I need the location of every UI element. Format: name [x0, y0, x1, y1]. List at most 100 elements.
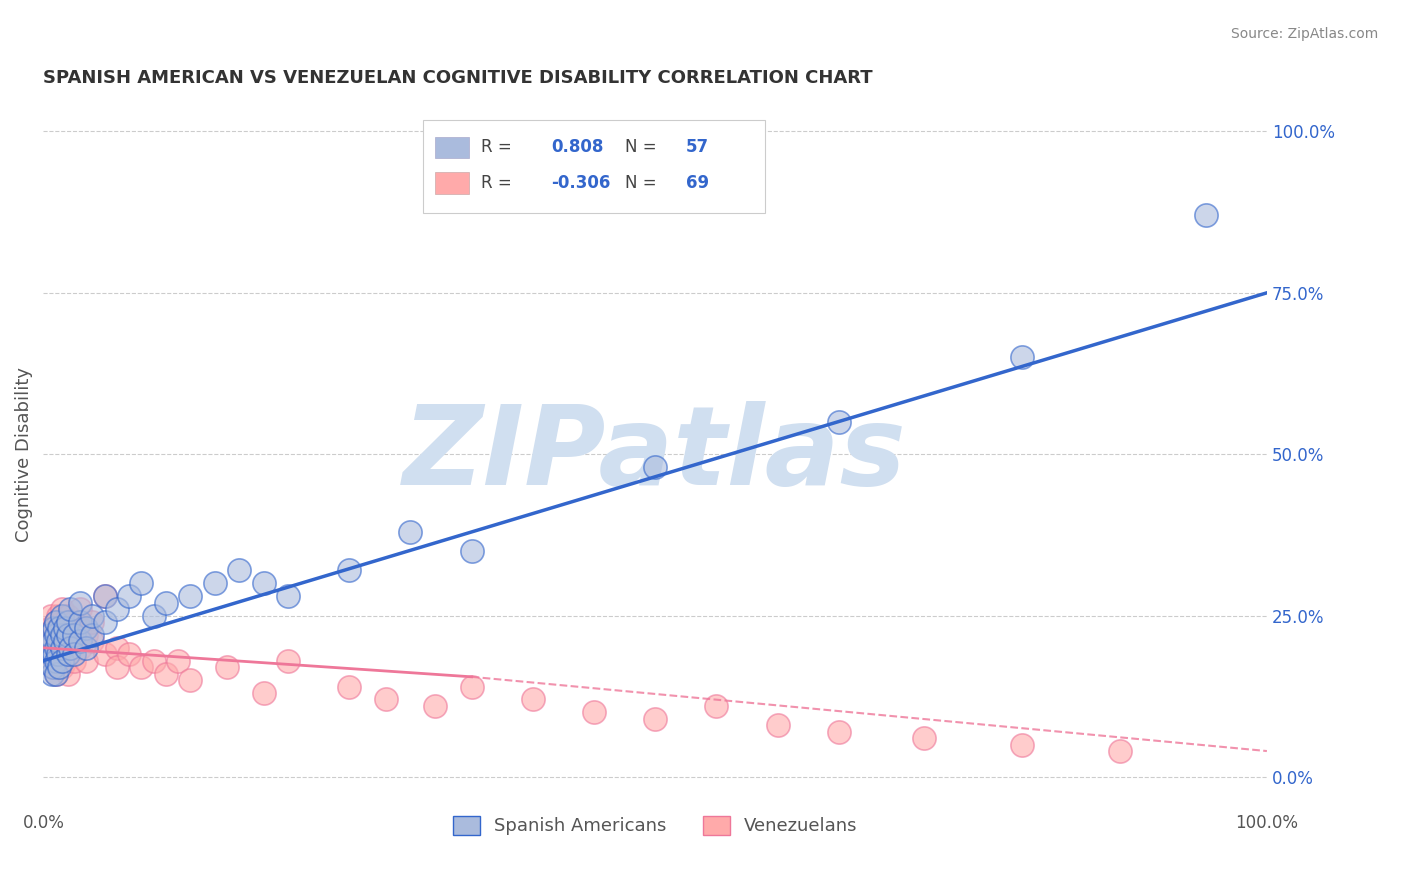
Point [42, 634, 65, 648]
Point [44, 622, 66, 636]
Point [46, 647, 69, 661]
Point [337, 680, 360, 694]
Point [63, 654, 86, 668]
FancyBboxPatch shape [434, 172, 470, 194]
Point [48, 647, 70, 661]
Point [93, 589, 115, 603]
Point [59, 628, 82, 642]
Point [45, 628, 67, 642]
Point [55, 634, 77, 648]
Point [55, 634, 77, 648]
Point [51, 654, 73, 668]
Point [56, 615, 79, 629]
Point [82, 634, 104, 648]
Point [75, 654, 97, 668]
Point [45, 615, 67, 629]
Point [155, 596, 177, 610]
Point [82, 608, 104, 623]
Point [56, 608, 79, 623]
Point [51, 615, 73, 629]
Point [215, 660, 238, 674]
Text: R =: R = [481, 174, 512, 192]
Point [129, 576, 152, 591]
Point [142, 654, 165, 668]
Point [38, 628, 60, 642]
Point [59, 640, 82, 655]
Point [41, 654, 63, 668]
Point [56, 647, 79, 661]
Point [766, 718, 789, 732]
Point [582, 706, 605, 720]
Text: N =: N = [624, 174, 657, 192]
Point [277, 654, 299, 668]
Point [93, 647, 115, 661]
Text: N =: N = [624, 138, 657, 156]
Point [460, 544, 482, 558]
Point [93, 589, 115, 603]
Point [1011, 738, 1033, 752]
Point [42, 660, 65, 674]
Point [105, 602, 128, 616]
Point [45, 640, 67, 655]
Legend: Spanish Americans, Venezuelans: Spanish Americans, Venezuelans [446, 809, 865, 843]
Point [228, 563, 250, 577]
Point [644, 460, 666, 475]
Point [828, 415, 851, 429]
Point [42, 660, 65, 674]
Point [204, 576, 226, 591]
Point [129, 660, 152, 674]
Point [82, 615, 104, 629]
Point [39, 608, 62, 623]
Point [105, 640, 128, 655]
Point [44, 622, 66, 636]
Point [51, 628, 73, 642]
Point [105, 660, 128, 674]
Text: ZIPatlas: ZIPatlas [404, 401, 907, 508]
Point [56, 628, 79, 642]
Point [51, 640, 73, 655]
Text: 57: 57 [686, 138, 709, 156]
Point [399, 524, 422, 539]
Point [522, 692, 544, 706]
Point [69, 602, 91, 616]
Point [42, 634, 65, 648]
Point [51, 660, 73, 674]
Point [38, 647, 60, 661]
Point [41, 647, 63, 661]
Point [118, 589, 141, 603]
Point [93, 615, 115, 629]
Point [55, 654, 77, 668]
Point [75, 628, 97, 642]
Point [45, 640, 67, 655]
Point [69, 615, 91, 629]
Point [1195, 208, 1218, 222]
Text: -0.306: -0.306 [551, 174, 610, 192]
Point [82, 628, 104, 642]
Point [179, 589, 201, 603]
Point [69, 640, 91, 655]
Point [56, 647, 79, 661]
Text: SPANISH AMERICAN VS VENEZUELAN COGNITIVE DISABILITY CORRELATION CHART: SPANISH AMERICAN VS VENEZUELAN COGNITIVE… [44, 69, 873, 87]
Point [56, 622, 79, 636]
Point [45, 628, 67, 642]
Point [63, 628, 86, 642]
Point [1109, 744, 1132, 758]
Point [644, 712, 666, 726]
Point [75, 640, 97, 655]
Point [423, 698, 446, 713]
Text: Source: ZipAtlas.com: Source: ZipAtlas.com [1230, 27, 1378, 41]
Point [75, 622, 97, 636]
Point [46, 634, 69, 648]
Point [48, 660, 70, 674]
Text: 0.808: 0.808 [551, 138, 603, 156]
FancyBboxPatch shape [434, 136, 470, 158]
Point [45, 654, 67, 668]
Point [69, 622, 91, 636]
Point [51, 602, 73, 616]
Point [118, 647, 141, 661]
Point [55, 622, 77, 636]
Text: 69: 69 [686, 174, 709, 192]
Point [59, 602, 82, 616]
Point [38, 622, 60, 636]
Point [39, 640, 62, 655]
